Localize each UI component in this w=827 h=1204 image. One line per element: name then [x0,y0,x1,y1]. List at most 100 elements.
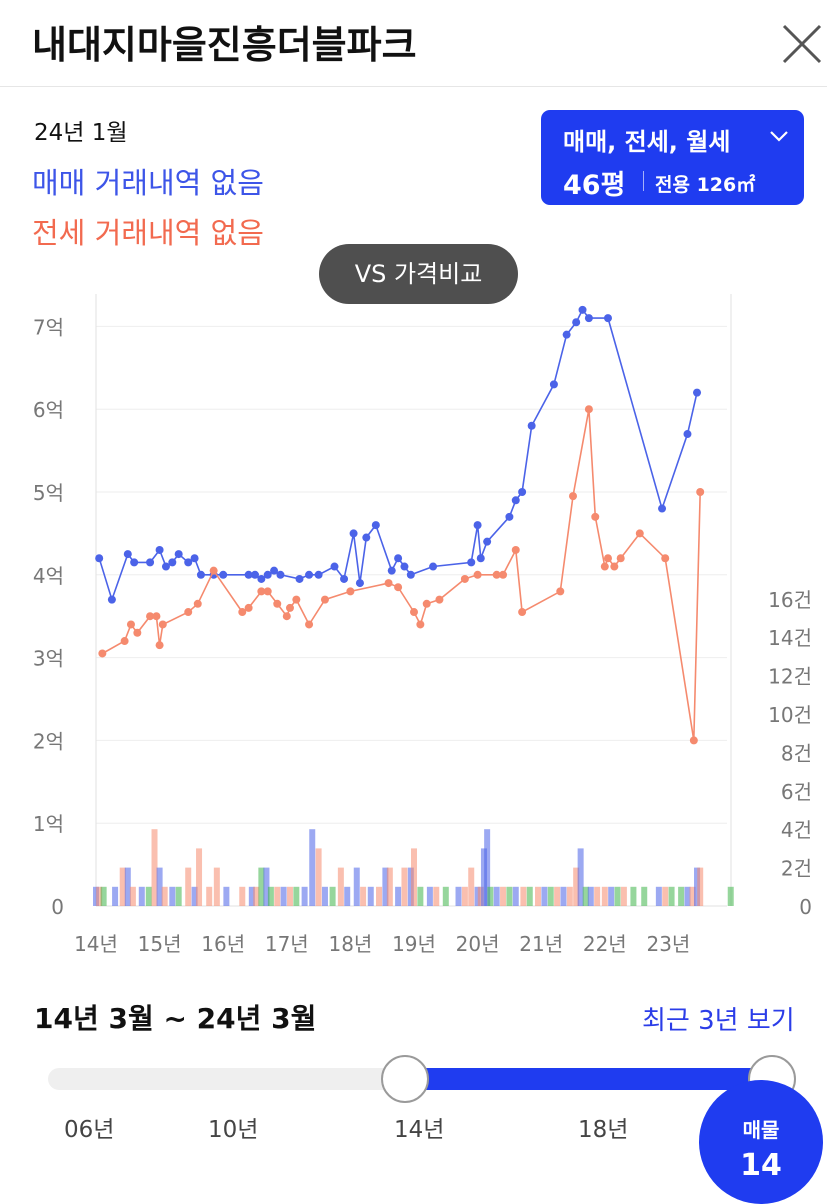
period-range-text: 14년 3월 ~ 24년 3월 [34,1002,317,1035]
sale-point [155,545,164,554]
jeonse-point [696,488,705,496]
volume-bar [500,886,507,906]
jeonse-point [511,545,520,554]
jeonse-point [209,566,218,575]
page-title: 내대지마을진흥더블파크 [32,23,417,67]
jeonse-point [584,405,593,414]
volume-bar [274,886,281,906]
volume-bar [582,886,589,906]
y2-tick-label: 14건 [768,626,812,650]
volume-bar [641,886,648,906]
jeonse-point [603,554,612,563]
volume-bar [577,848,584,906]
volume-bar [689,886,696,906]
jeonse-point [146,612,155,621]
price-chart: 0 1억 2억 3억 4억 5억 6억 7억 0 2건 4건 6건 8건 10건 12건 14건 16건 14년 1… [33,294,812,956]
volume-bar [367,886,374,906]
y-tick-label: 3억 [33,647,64,671]
volume-bar [426,886,433,906]
sale-point [387,566,396,575]
jeonse-point [184,608,193,617]
jeonse-point [499,570,508,579]
pyeong-label: 46평 [563,170,626,201]
volume-bar [337,867,344,906]
y2-tick-label: 6건 [781,780,812,804]
deal-type-selector-button[interactable]: 매매, 전세, 월세 46평 전용 126㎡ [541,110,804,205]
header: 내대지마을진흥더블파크 [0,0,827,87]
sale-point [362,533,371,542]
jeonse-point [285,603,294,612]
sale-point [184,558,193,567]
volume-bar [461,886,468,906]
jeonse-point [689,736,698,745]
x-tick-label: 18년 [328,932,372,956]
sale-point [562,330,571,339]
y-tick-label: 6억 [33,398,64,422]
vs-compare-button[interactable]: VS 가격비교 [319,244,518,304]
jeonse-point [320,595,329,604]
volume-bar [541,886,548,906]
jeonse-point [346,587,355,596]
jeonse-point [422,599,431,608]
volume-bar [191,886,198,906]
sale-point [518,488,527,496]
jeonse-point [152,612,161,621]
jeonse-point [292,595,301,604]
slider-tick: 06년 [64,1117,115,1143]
sale-point [270,566,279,575]
listing-count-button[interactable]: 매물 14 [699,1080,823,1204]
volume-bar [512,886,519,906]
sale-point [371,521,380,530]
jeonse-point [635,529,644,538]
selected-period: 24년 1월 [34,120,128,146]
sale-point [349,529,358,538]
volume-bar [520,886,527,906]
slider-tick: 10년 [208,1117,259,1143]
volume-bar [301,886,308,906]
volume-bar [662,886,669,906]
volume-bar [594,886,601,906]
volume-bar [668,886,675,906]
volume-bar [206,886,213,906]
volume-bar [145,886,152,906]
y2-tick-label: 2건 [781,857,812,881]
sale-point [146,558,155,567]
volume-bar [248,886,255,906]
volume-bar [96,886,103,906]
jeonse-point [305,620,314,629]
volume-bar [223,886,230,906]
recent-3-years-link[interactable]: 최근 3년 보기 [642,1006,795,1036]
jeonse-point [126,620,135,629]
volume-bar [258,867,265,906]
sale-point [394,554,403,563]
volume-bar [100,886,107,906]
volume-bar [93,886,99,906]
volume-bar [151,829,158,906]
y-tick-label: 5억 [33,481,64,505]
x-tick-label: 22년 [583,932,627,956]
jeonse-status-text: 전세 거래내역 없음 [32,216,264,250]
volume-bar [401,867,408,906]
sale-point [429,562,438,571]
volume-bar [417,886,424,906]
y2-tick-label: 0 [799,895,812,919]
volume-bar [608,886,615,906]
close-icon[interactable] [778,20,826,68]
volume-bar [138,886,145,906]
volume-bar [535,886,542,906]
y2-tick-label: 12건 [768,665,812,689]
jeonse-point [460,574,469,583]
sale-point [511,496,520,505]
period-slider-start-handle[interactable] [381,1055,429,1103]
jeonse-point [492,570,501,579]
volume-bar [293,886,300,906]
volume-bar [286,886,293,906]
volume-bar [253,886,260,906]
sale-point [330,562,339,571]
sale-point [400,562,409,571]
y2-tick-label: 10건 [768,703,812,727]
jeonse-point [473,570,482,579]
jeonse-point [591,512,600,521]
jeonse-point [158,620,167,629]
sale-point [190,554,199,563]
